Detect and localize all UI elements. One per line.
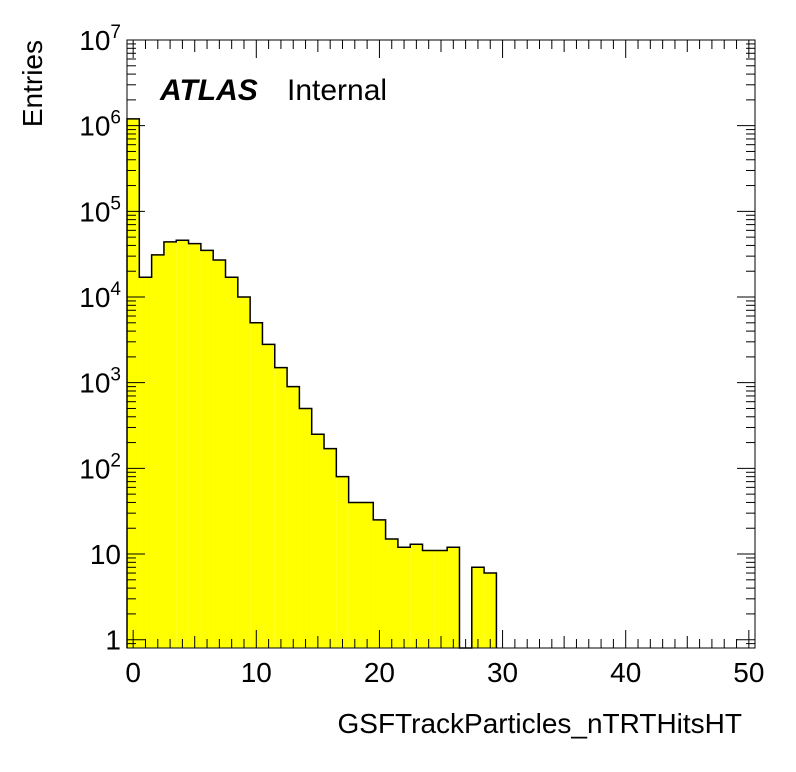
y-tick-label-3: 103 — [79, 365, 121, 399]
histogram-bar-3 — [163, 241, 177, 648]
histogram-bar-25 — [434, 550, 448, 648]
histogram-bar-1 — [139, 277, 152, 648]
y-tick-label-0: 1 — [105, 625, 121, 656]
y-tick-label-7: 107 — [79, 22, 121, 56]
histogram-bar-20 — [373, 519, 386, 648]
x-tick-label-0: 0 — [125, 657, 141, 688]
y-tick-label-6: 106 — [79, 108, 121, 142]
histogram-bar-15 — [311, 434, 325, 648]
x-tick-label-40: 40 — [610, 657, 641, 688]
histogram-bar-16 — [324, 448, 337, 648]
y-axis-label: Entries — [17, 40, 48, 127]
histogram-bar-2 — [151, 254, 164, 648]
x-tick-label-50: 50 — [733, 657, 764, 688]
histogram-outline — [126, 118, 498, 649]
y-tick-label-2: 102 — [79, 450, 121, 484]
atlas-internal-label: Internal — [287, 74, 387, 107]
histogram-bar-11 — [262, 344, 275, 648]
histogram-bars — [126, 118, 498, 649]
y-tick-label-5: 105 — [79, 193, 121, 227]
axis-ticks — [127, 39, 755, 648]
histogram-bar-23 — [410, 544, 423, 648]
x-tick-label-20: 20 — [364, 657, 395, 688]
histogram-bar-29 — [484, 573, 497, 648]
y-tick-label-4: 104 — [79, 279, 121, 313]
histogram-bar-12 — [274, 367, 288, 648]
x-axis-label: GSFTrackParticles_nTRTHitsHT — [338, 708, 743, 739]
x-tick-label-10: 10 — [241, 657, 272, 688]
histogram-bar-17 — [336, 476, 349, 648]
histogram-bar-6 — [200, 250, 214, 649]
x-tick-label-30: 30 — [487, 657, 518, 688]
histogram-bar-7 — [213, 260, 226, 648]
histogram-bar-9 — [237, 297, 251, 648]
histogram-bar-22 — [397, 547, 411, 648]
y-tick-label-1: 10 — [90, 539, 121, 570]
y-tick-labels: 1 10 102 103 104 105 106 107 — [79, 22, 121, 656]
histogram-bar-4 — [176, 240, 189, 649]
histogram-bar-14 — [299, 408, 312, 648]
histogram-bar-19 — [360, 502, 374, 648]
histogram-bar-5 — [188, 243, 201, 648]
histogram-bar-13 — [287, 386, 300, 648]
atlas-label: ATLAS — [159, 74, 258, 107]
histogram-bar-26 — [447, 547, 460, 648]
histogram-bar-21 — [385, 538, 398, 648]
histogram-bar-24 — [422, 550, 435, 648]
histogram-bar-28 — [471, 567, 485, 648]
plot-frame — [126, 39, 756, 649]
x-tick-labels: 0 10 20 30 40 50 — [125, 657, 764, 688]
histogram-bar-18 — [348, 502, 361, 648]
histogram-bar-10 — [250, 322, 263, 648]
histogram-bar-8 — [225, 277, 238, 648]
histogram-bar-0 — [127, 118, 140, 648]
